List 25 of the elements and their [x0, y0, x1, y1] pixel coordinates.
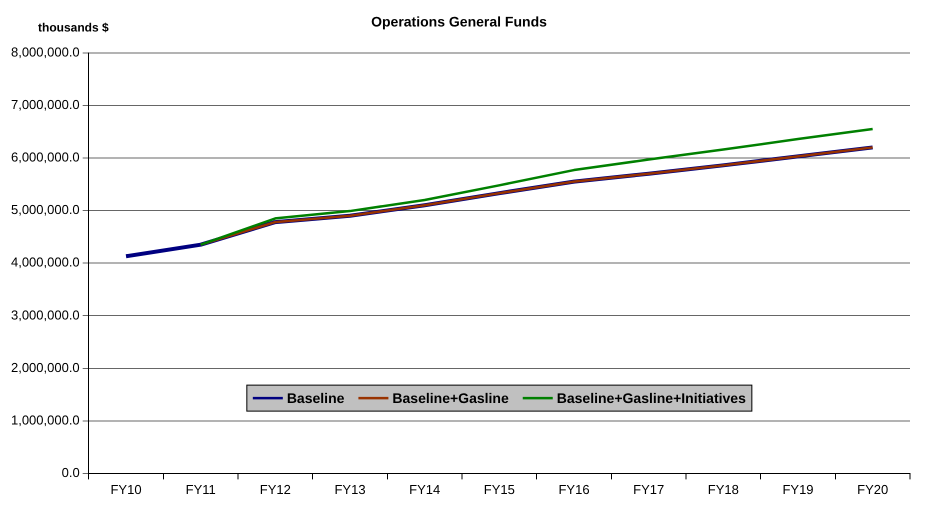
- legend-label: Baseline: [286, 390, 345, 406]
- x-tick-label: FY17: [633, 482, 664, 497]
- x-tick-label: FY15: [484, 482, 515, 497]
- x-tick-label: FY11: [186, 482, 216, 497]
- y-tick-label: 0.0: [62, 464, 80, 480]
- y-tick-label: 6,000,000.0: [10, 150, 80, 165]
- x-tick-label: FY14: [409, 482, 440, 497]
- chart-title: Operations General Funds: [371, 13, 548, 30]
- y-tick-label: 1,000,000.0: [10, 412, 80, 428]
- x-tick-label: FY18: [708, 482, 739, 497]
- y-tick-label: 8,000,000.0: [10, 44, 80, 60]
- y-tick-label: 2,000,000.0: [10, 360, 80, 375]
- y-tick-label: 7,000,000.0: [10, 96, 80, 112]
- x-tick-label: FY20: [857, 482, 888, 497]
- x-tick-label: FY13: [334, 482, 366, 497]
- legend-label: Baseline+Gasline: [392, 390, 509, 406]
- legend-label: Baseline+Gasline+Initiatives: [556, 390, 746, 406]
- x-tick-label: FY19: [782, 482, 814, 497]
- y-tick-label: 4,000,000.0: [10, 254, 80, 270]
- x-tick-label: FY16: [558, 482, 590, 497]
- y-tick-label: 5,000,000.0: [10, 202, 80, 218]
- y-tick-label: 3,000,000.0: [10, 307, 80, 322]
- x-tick-label: FY12: [260, 482, 291, 497]
- x-tick-label: FY10: [110, 482, 142, 497]
- y-axis-title: thousands $: [38, 20, 109, 34]
